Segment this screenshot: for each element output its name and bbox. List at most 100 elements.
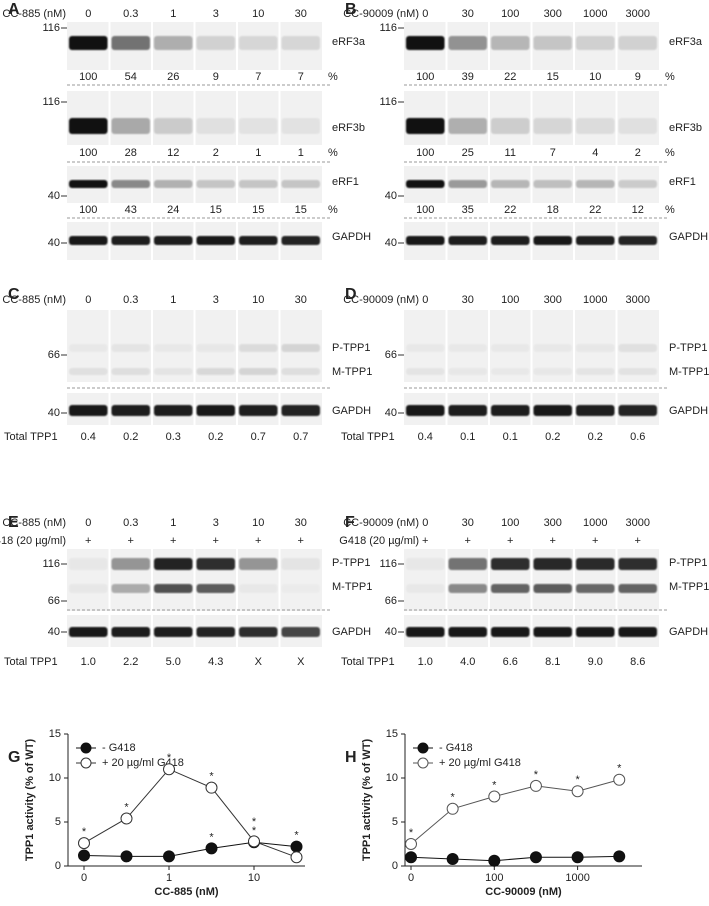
band-image (618, 627, 657, 637)
band-image (196, 405, 235, 416)
total-value: 0.1 (503, 431, 518, 443)
percent-value: 4 (592, 147, 598, 159)
band (111, 118, 150, 134)
band-image (618, 405, 657, 416)
data-point (163, 763, 175, 776)
dose-label: 3000 (626, 294, 650, 306)
band-image (618, 344, 657, 352)
treatment-label: CC-885 (nM) (2, 8, 66, 20)
band (154, 118, 193, 134)
data-point (488, 790, 501, 803)
percent-value: 1 (298, 147, 304, 159)
mw-marker: 40 (385, 190, 397, 202)
total-label: Total TPP1 (341, 656, 395, 668)
total-value: 4.0 (460, 656, 475, 668)
band-image (196, 368, 235, 375)
legend-label: + 20 µg/ml G418 (439, 757, 521, 769)
percent-value: 35 (462, 204, 474, 216)
legend-marker (417, 742, 429, 754)
band-image (281, 368, 320, 375)
mw-marker: 40 (48, 407, 60, 419)
y-tick-label: 5 (392, 816, 398, 828)
band-image (196, 236, 235, 245)
x-tick-label: 0 (408, 872, 414, 884)
data-point (488, 854, 501, 867)
treatment-label: CC-90009 (nM) (343, 294, 419, 306)
data-point (446, 852, 459, 865)
percent-value: 22 (504, 71, 516, 83)
panel-letter: H (345, 749, 357, 766)
band-image (406, 236, 445, 245)
band (69, 36, 108, 50)
treatment-label: CC-90009 (nM) (343, 8, 419, 20)
protein-label: M-TPP1 (332, 581, 372, 593)
dose-label: 0.3 (123, 294, 138, 306)
data-point (571, 785, 584, 798)
y-axis-title: TPP1 activity (% of WT) (24, 739, 36, 862)
percent-value: 15 (210, 204, 222, 216)
legend-label: - G418 (102, 742, 136, 754)
percent-value: 12 (167, 147, 179, 159)
protein-label: P-TPP1 (332, 342, 371, 354)
data-point (405, 851, 417, 864)
band (239, 180, 278, 188)
band-image (533, 405, 572, 416)
band-image (111, 368, 150, 375)
band-image (448, 558, 487, 570)
data-point (78, 837, 90, 850)
dose-label: 3 (213, 294, 219, 306)
band (196, 36, 235, 50)
percent-value: 7 (255, 71, 261, 83)
band-image (239, 368, 278, 375)
band-image (576, 405, 615, 416)
mw-marker: 40 (48, 626, 60, 638)
band (576, 180, 615, 188)
band (239, 118, 278, 134)
mw-marker: 66 (385, 349, 397, 361)
band-image (69, 236, 108, 245)
total-value: 1.0 (418, 656, 433, 668)
band (576, 36, 615, 50)
percent-value: 12 (632, 204, 644, 216)
total-value: 0.4 (81, 431, 96, 443)
dose-label: 0.3 (123, 517, 138, 529)
dose-label: 0.3 (123, 8, 138, 20)
band-image (491, 368, 530, 375)
significance-star: * (409, 827, 414, 839)
mw-marker: 116 (42, 558, 60, 570)
protein-label: M-TPP1 (669, 581, 709, 593)
series-line (410, 779, 620, 845)
percent-value: 39 (462, 71, 474, 83)
band (69, 118, 108, 134)
g418-sign: + (255, 535, 261, 547)
band (448, 180, 487, 188)
total-value: 0.7 (251, 431, 266, 443)
g418-sign: + (550, 535, 556, 547)
band-image (154, 627, 193, 637)
band-image (533, 584, 572, 593)
dose-label: 10 (252, 8, 264, 20)
x-tick-label: 1000 (565, 872, 589, 884)
legend-marker (80, 757, 92, 769)
dose-label: 0 (422, 517, 428, 529)
total-value: X (255, 656, 263, 668)
protein-label: GAPDH (332, 405, 371, 417)
data-point (205, 781, 218, 794)
x-axis-title: CC-885 (nM) (154, 886, 219, 898)
panel-letter: E (8, 514, 19, 531)
percent-unit: % (328, 71, 338, 83)
band (533, 180, 572, 188)
dose-label: 100 (501, 8, 519, 20)
panel-letter: F (345, 514, 355, 531)
band (111, 180, 150, 188)
total-label: Total TPP1 (341, 431, 395, 443)
dose-label: 0 (422, 8, 428, 20)
total-value: 9.0 (588, 656, 603, 668)
y-tick-label: 15 (386, 728, 398, 740)
band (618, 118, 657, 134)
band-image (618, 558, 657, 570)
dose-label: 30 (295, 8, 307, 20)
g418-sign: + (85, 535, 91, 547)
percent-value: 15 (295, 204, 307, 216)
